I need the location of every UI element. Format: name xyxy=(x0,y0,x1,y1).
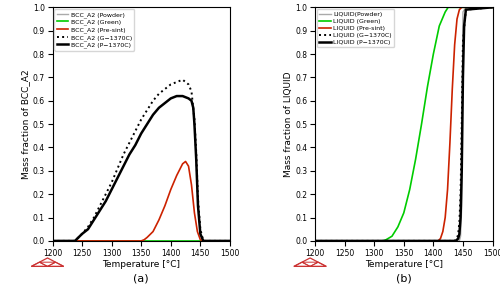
Text: (a): (a) xyxy=(134,274,149,284)
Legend: BCC_A2 (Powder), BCC_A2 (Green), BCC_A2 (Pre-sint), BCC_A2 (G−1370C), BCC_A2 (P−: BCC_A2 (Powder), BCC_A2 (Green), BCC_A2 … xyxy=(54,9,134,51)
Text: (b): (b) xyxy=(396,274,411,284)
X-axis label: Temperature [°C]: Temperature [°C] xyxy=(102,260,180,269)
X-axis label: Temperature [°C]: Temperature [°C] xyxy=(365,260,443,269)
Legend: LIQUID(Powder), LIQUID (Green), LIQUID (Pre-sint), LIQUID (G−1370C), LIQUID (P−1: LIQUID(Powder), LIQUID (Green), LIQUID (… xyxy=(317,9,394,47)
Y-axis label: Mass fraction of BCC_A2: Mass fraction of BCC_A2 xyxy=(21,69,30,179)
Y-axis label: Mass fraction of LIQUID: Mass fraction of LIQUID xyxy=(284,71,292,177)
